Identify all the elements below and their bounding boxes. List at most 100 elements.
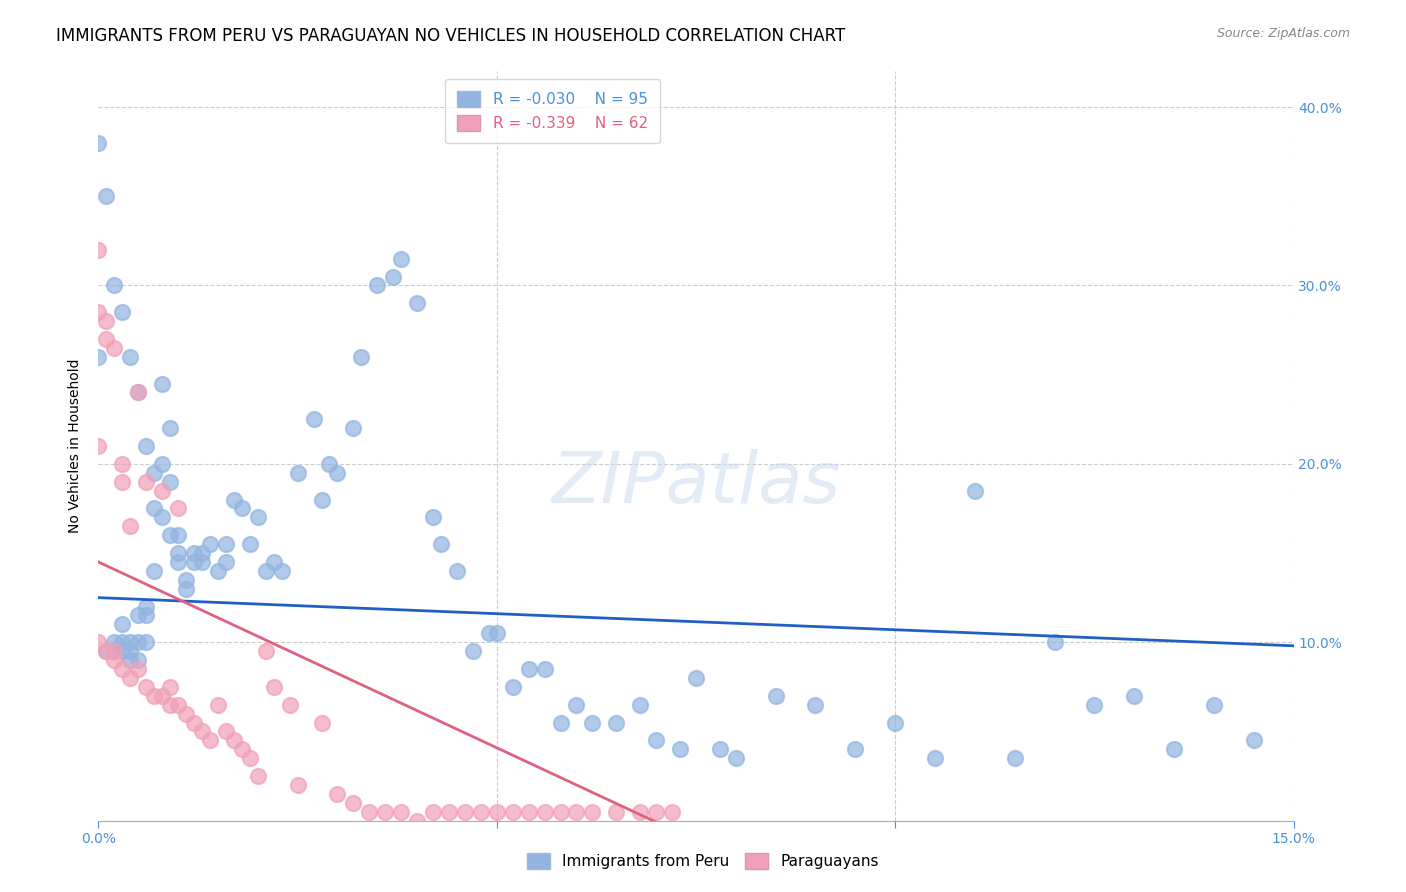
Point xyxy=(87,635,110,649)
Point xyxy=(183,715,205,730)
Point xyxy=(1123,689,1146,703)
Point xyxy=(127,385,149,400)
Point xyxy=(382,269,405,284)
Point xyxy=(96,644,118,658)
Text: IMMIGRANTS FROM PERU VS PARAGUAYAN NO VEHICLES IN HOUSEHOLD CORRELATION CHART: IMMIGRANTS FROM PERU VS PARAGUAYAN NO VE… xyxy=(56,27,845,45)
Point xyxy=(502,680,524,694)
Point xyxy=(150,689,173,703)
Point xyxy=(302,412,325,426)
Point xyxy=(645,805,668,819)
Point xyxy=(628,698,651,712)
Point xyxy=(215,724,238,739)
Point xyxy=(478,626,501,640)
Point xyxy=(174,582,197,596)
Point xyxy=(159,698,181,712)
Point xyxy=(159,475,181,489)
Point xyxy=(103,644,125,658)
Point xyxy=(135,635,157,649)
Point xyxy=(502,805,524,819)
Point xyxy=(191,555,214,569)
Point xyxy=(191,724,214,739)
Point xyxy=(374,805,396,819)
Point xyxy=(198,537,221,551)
Point xyxy=(533,662,555,676)
Point xyxy=(470,805,492,819)
Y-axis label: No Vehicles in Household: No Vehicles in Household xyxy=(69,359,83,533)
Point xyxy=(342,421,364,435)
Point xyxy=(135,475,157,489)
Point xyxy=(804,698,827,712)
Point xyxy=(167,555,190,569)
Point xyxy=(485,805,508,819)
Point xyxy=(198,733,221,747)
Point xyxy=(127,608,149,623)
Point xyxy=(127,653,149,667)
Point xyxy=(150,483,173,498)
Point xyxy=(120,519,142,533)
Point xyxy=(111,475,134,489)
Point xyxy=(318,457,340,471)
Point xyxy=(159,680,181,694)
Point xyxy=(326,787,349,801)
Point xyxy=(87,439,110,453)
Point xyxy=(517,805,540,819)
Point xyxy=(287,778,309,792)
Point xyxy=(406,296,429,310)
Point xyxy=(565,698,588,712)
Point xyxy=(150,376,173,391)
Point xyxy=(239,537,262,551)
Point xyxy=(550,805,572,819)
Point xyxy=(1163,742,1185,756)
Point xyxy=(143,564,166,578)
Point xyxy=(87,136,110,150)
Point xyxy=(884,715,907,730)
Legend: Immigrants from Peru, Paraguayans: Immigrants from Peru, Paraguayans xyxy=(522,847,884,875)
Point xyxy=(174,573,197,587)
Point xyxy=(550,715,572,730)
Point xyxy=(628,805,651,819)
Point xyxy=(844,742,866,756)
Point xyxy=(120,350,142,364)
Point xyxy=(963,483,986,498)
Point xyxy=(111,662,134,676)
Point xyxy=(724,751,747,765)
Text: ZIPatlas: ZIPatlas xyxy=(551,449,841,518)
Point xyxy=(1202,698,1225,712)
Point xyxy=(270,564,292,578)
Point xyxy=(96,644,118,658)
Point xyxy=(231,501,253,516)
Point xyxy=(924,751,946,765)
Point xyxy=(222,733,245,747)
Point xyxy=(461,644,484,658)
Point xyxy=(263,680,285,694)
Point xyxy=(485,626,508,640)
Point xyxy=(103,653,125,667)
Point xyxy=(1083,698,1105,712)
Point xyxy=(127,635,149,649)
Point xyxy=(287,466,309,480)
Point xyxy=(446,564,468,578)
Point xyxy=(207,698,229,712)
Point xyxy=(517,662,540,676)
Point xyxy=(103,341,125,355)
Point xyxy=(96,189,118,203)
Point xyxy=(359,805,381,819)
Point xyxy=(135,439,157,453)
Point xyxy=(430,537,453,551)
Point xyxy=(581,805,603,819)
Point xyxy=(311,492,333,507)
Point xyxy=(159,528,181,542)
Point xyxy=(120,644,142,658)
Point xyxy=(342,796,364,810)
Point xyxy=(422,510,444,524)
Point xyxy=(150,510,173,524)
Point xyxy=(669,742,692,756)
Point xyxy=(167,528,190,542)
Point xyxy=(605,805,627,819)
Point xyxy=(389,252,412,266)
Point xyxy=(135,680,157,694)
Point xyxy=(103,635,125,649)
Point xyxy=(174,706,197,721)
Point xyxy=(167,546,190,560)
Point xyxy=(1043,635,1066,649)
